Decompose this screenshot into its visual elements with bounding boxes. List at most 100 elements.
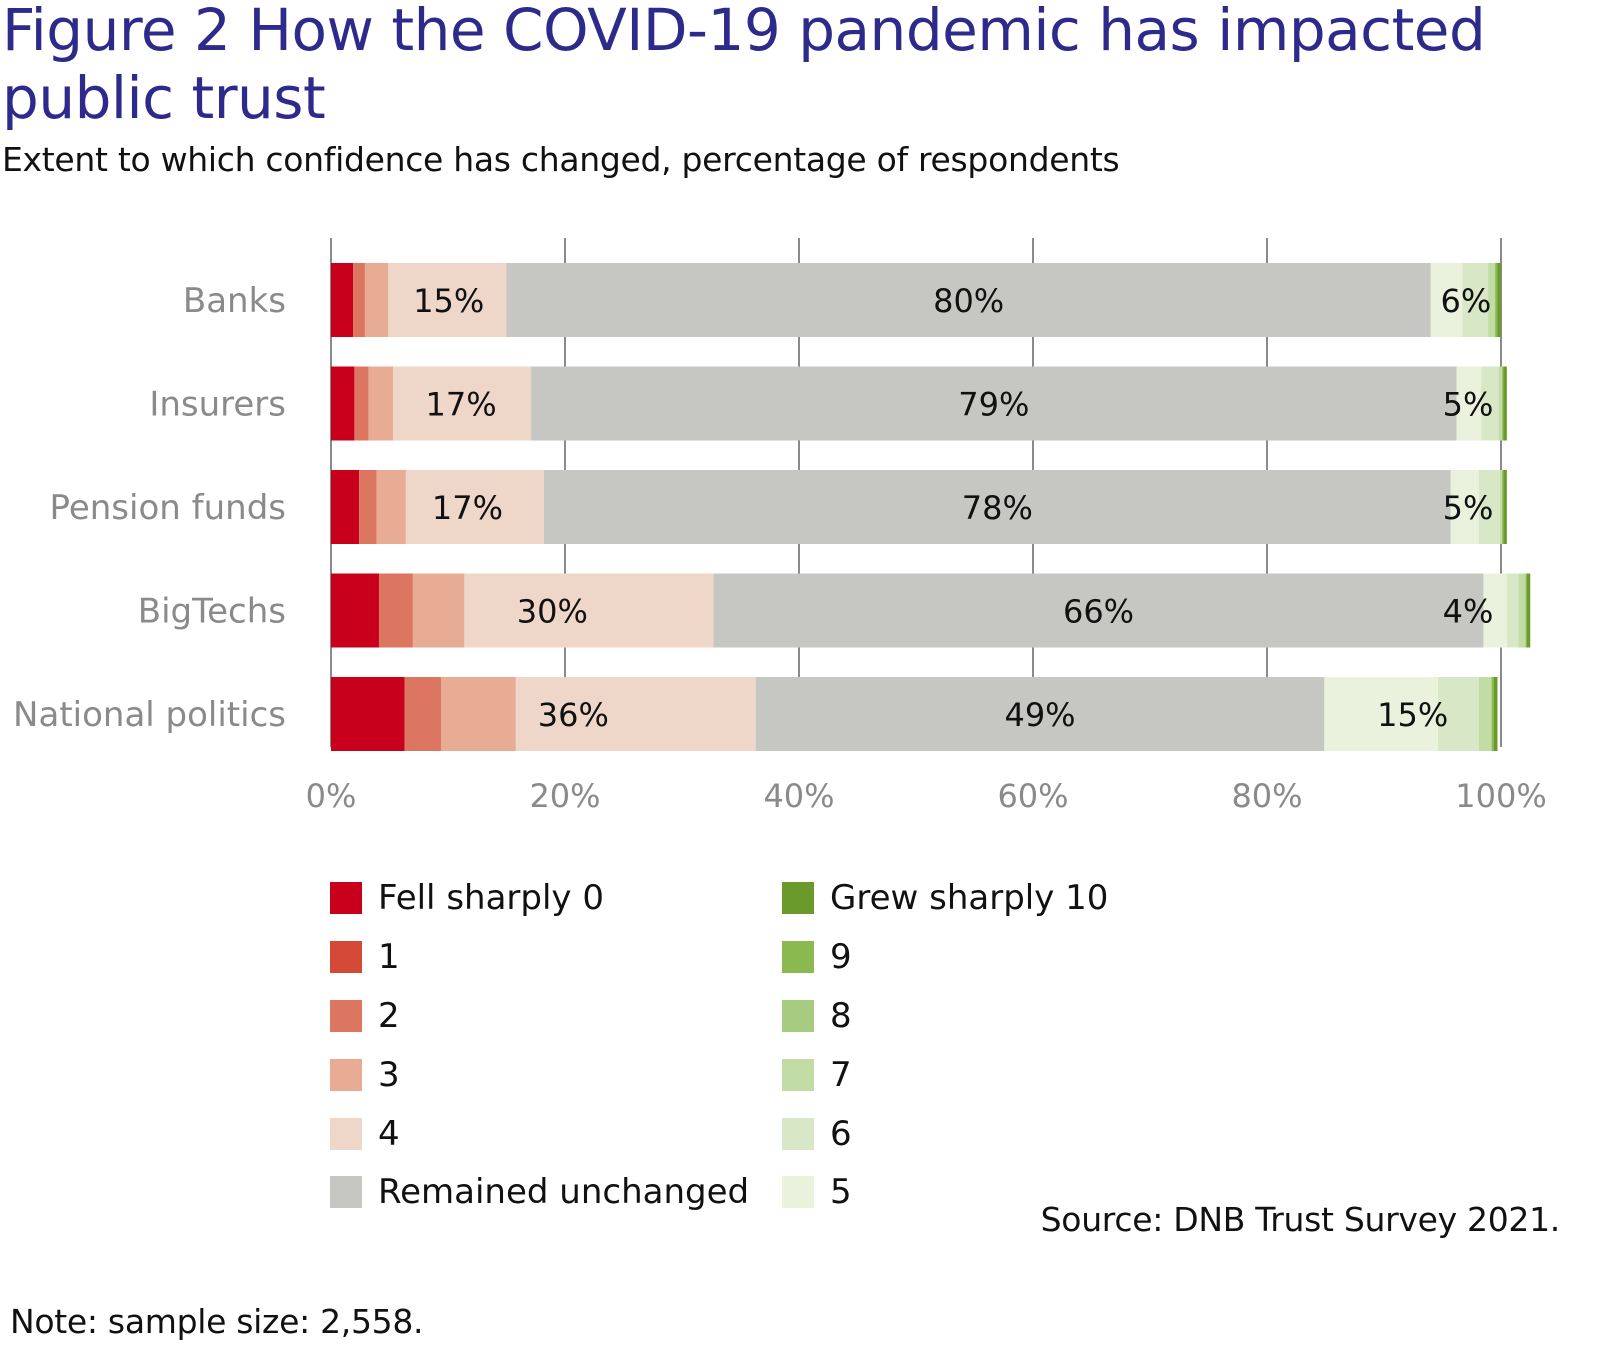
bar-segment [364, 263, 389, 337]
category-label: Banks [183, 281, 286, 321]
bar-segment [405, 470, 544, 544]
bar-segment [506, 263, 1431, 337]
bar-segment [1493, 677, 1498, 751]
bar-segment [1503, 366, 1507, 441]
legend-swatch [330, 882, 362, 914]
legend-item: 6 [782, 1114, 852, 1154]
legend-label: Remained unchanged [378, 1172, 750, 1212]
bar-segment [1502, 366, 1504, 441]
bar-segment [331, 573, 379, 648]
x-tick-label: 20% [529, 777, 600, 815]
bar-segment [1430, 263, 1463, 337]
bar-segment [331, 470, 360, 544]
bar-segment [531, 366, 1457, 441]
bar-segment [1503, 470, 1507, 544]
legend-swatch [330, 1176, 362, 1208]
bar-segment [376, 470, 406, 544]
data-label-unchanged: 78% [962, 489, 1033, 527]
source-note: Source: DNB Trust Survey 2021. [1040, 1200, 1561, 1239]
bar-segment [354, 366, 369, 441]
legend-label: 2 [378, 996, 400, 1036]
chart-subtitle: Extent to which confidence has changed, … [2, 140, 1120, 179]
bar-segment [353, 263, 365, 337]
bar-segment [1526, 573, 1531, 648]
x-tick-label: 60% [997, 777, 1068, 815]
x-tick-label: 0% [306, 777, 357, 815]
data-label-unchanged: 80% [933, 282, 1004, 320]
bar-segment [755, 677, 1325, 751]
sample-size-note: Note: sample size: 2,558. [10, 1302, 424, 1341]
bar-segment [1518, 573, 1526, 648]
legend-swatch [782, 1059, 814, 1091]
data-label-decrease: 36% [538, 696, 609, 734]
data-label-decrease: 17% [425, 386, 496, 424]
bar-segment [1499, 470, 1503, 544]
bar-segment [1478, 677, 1492, 751]
bar-segment [388, 263, 507, 337]
page-title: Figure 2 How the COVID-19 pandemic has i… [2, 0, 1486, 132]
legend-swatch [782, 1176, 814, 1208]
legend-swatch [782, 1118, 814, 1150]
legend-swatch [782, 941, 814, 973]
bar-segment [1462, 263, 1489, 337]
bar-segment [515, 677, 756, 751]
bar-segment [412, 573, 465, 648]
legend-item: 7 [782, 1055, 852, 1095]
legend-label: 6 [830, 1114, 852, 1154]
legend-label: Fell sharply 0 [378, 878, 604, 918]
category-label: Insurers [149, 385, 286, 425]
legend-swatch [782, 1000, 814, 1032]
bar-segment [1437, 677, 1479, 751]
bar-segment [1456, 366, 1482, 441]
data-label-decrease: 15% [413, 282, 484, 320]
bar-segment [1478, 470, 1500, 544]
bar-segment [1324, 677, 1438, 751]
bar-segment [331, 677, 405, 751]
bar-segment [1450, 470, 1479, 544]
legend-label: 8 [830, 996, 852, 1036]
legend-label: 4 [378, 1114, 400, 1154]
bar-segment [1502, 470, 1504, 544]
bar-segment [713, 573, 1484, 648]
bar-segment [1491, 677, 1494, 751]
bar-segment [359, 470, 377, 544]
bar-segment [1498, 366, 1503, 441]
bar-segment [1483, 573, 1507, 648]
legend-item: Remained unchanged [330, 1172, 749, 1212]
legend-swatch [330, 1000, 362, 1032]
legend-item: 9 [782, 937, 852, 977]
category-label: BigTechs [138, 592, 286, 632]
bar-segment [368, 366, 394, 441]
legend-item: 1 [330, 937, 400, 977]
data-label-increase: 15% [1377, 696, 1448, 734]
legend-label: 3 [378, 1055, 400, 1095]
data-label-increase: 6% [1441, 282, 1492, 320]
category-label: National politics [13, 695, 286, 735]
data-label-increase: 5% [1443, 489, 1494, 527]
bar-segment [1495, 263, 1498, 337]
bar-segment [331, 366, 355, 441]
legend-item: Fell sharply 0 [330, 878, 604, 918]
category-label: Pension funds [50, 488, 286, 528]
legend-item: 8 [782, 996, 852, 1036]
bar-segment [1525, 573, 1527, 648]
data-label-unchanged: 66% [1063, 593, 1134, 631]
data-label-decrease: 17% [432, 489, 503, 527]
legend-swatch [782, 882, 814, 914]
legend-label: 9 [830, 937, 852, 977]
bar-segment [464, 573, 714, 648]
data-label-decrease: 30% [517, 593, 588, 631]
data-label-increase: 5% [1443, 386, 1494, 424]
bar-segment [543, 470, 1451, 544]
bar-segment [440, 677, 516, 751]
x-tick-label: 40% [763, 777, 834, 815]
x-tick-label: 80% [1231, 777, 1302, 815]
legend-item: 2 [330, 996, 400, 1036]
legend-label: 7 [830, 1055, 852, 1095]
bar-segment [1481, 366, 1499, 441]
legend-item: 5 [782, 1172, 852, 1212]
x-tick-label: 100% [1455, 777, 1546, 815]
stacked-bar-chart: 15% 80% 6% 17% 79% 5% 17% 78% 5% 30% 66% 4% 36% 49% 15… [13, 238, 1547, 815]
data-label-unchanged: 49% [1004, 696, 1075, 734]
bar-segment [1497, 263, 1501, 337]
